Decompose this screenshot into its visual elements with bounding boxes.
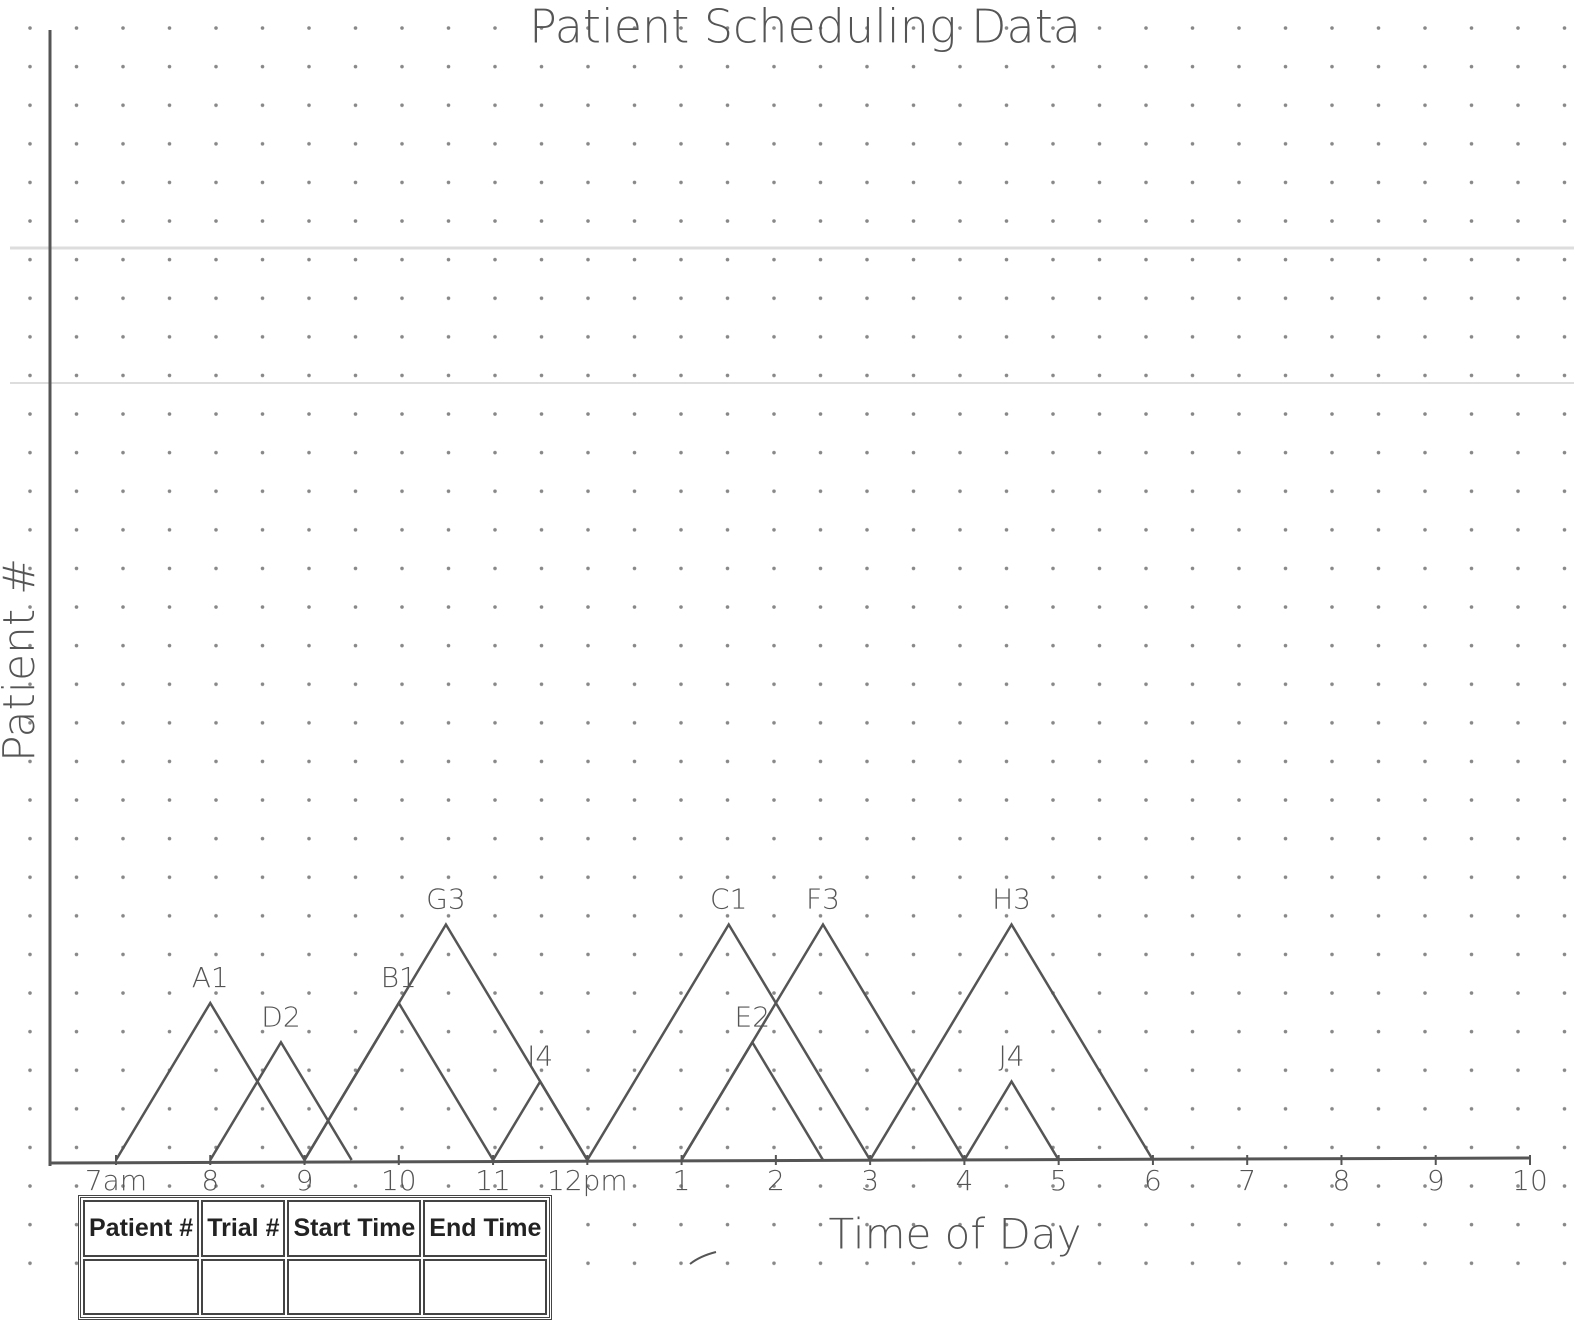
trial-triangle xyxy=(491,1079,589,1161)
trial-label: F3 xyxy=(806,883,840,916)
trial-triangle xyxy=(586,922,872,1161)
table-header: Patient # xyxy=(83,1200,200,1257)
table-cell xyxy=(287,1259,422,1315)
table-row xyxy=(83,1259,548,1315)
table-cell xyxy=(201,1259,286,1315)
trial-triangle xyxy=(114,1000,306,1161)
x-axis-label: Time of Day xyxy=(829,1210,1082,1259)
x-tick-label: 8 xyxy=(201,1164,219,1197)
x-tick-label: 6 xyxy=(1144,1164,1162,1197)
table-header: Trial # xyxy=(201,1200,286,1257)
x-tick-label: 12pm xyxy=(547,1164,628,1197)
x-tick-label: 10 xyxy=(381,1164,417,1197)
x-tick-label: 11 xyxy=(475,1164,511,1197)
trial-label: J4 xyxy=(998,1040,1024,1073)
trial-label: B1 xyxy=(381,961,417,994)
trial-triangle xyxy=(869,922,1155,1161)
schedule-table: Patient # Trial # Start Time End Time xyxy=(78,1195,553,1320)
chart-title: Patient Scheduling Data xyxy=(529,0,1081,54)
trial-label: A1 xyxy=(192,961,229,994)
trial-label: D2 xyxy=(261,1000,300,1033)
x-tick-label: 9 xyxy=(1427,1164,1445,1197)
table-header: Start Time xyxy=(287,1200,422,1257)
trial-label: I4 xyxy=(527,1040,553,1073)
table-cell xyxy=(423,1259,548,1315)
y-axis-label: Patient # xyxy=(0,558,45,762)
table-header: End Time xyxy=(423,1200,548,1257)
x-tick-label: 3 xyxy=(861,1164,879,1197)
x-tick-label: 2 xyxy=(767,1164,785,1197)
arrow-stroke xyxy=(689,1251,717,1265)
dot-paper xyxy=(0,0,1574,1272)
x-tick-label: 5 xyxy=(1050,1164,1068,1197)
x-tick-label: 8 xyxy=(1333,1164,1351,1197)
table-header-row: Patient # Trial # Start Time End Time xyxy=(83,1200,548,1257)
trial-label: E2 xyxy=(735,1000,771,1033)
trial-label: G3 xyxy=(426,883,466,916)
chart: Patient Scheduling Data Time of Day Pati… xyxy=(0,0,1574,1272)
x-tick-label: 7am xyxy=(85,1164,147,1197)
x-tick-label: 10 xyxy=(1512,1164,1548,1197)
trial-triangle xyxy=(963,1079,1060,1161)
x-tick-label: 9 xyxy=(296,1164,314,1197)
trial-label: C1 xyxy=(710,883,747,916)
x-tick-label: 4 xyxy=(955,1164,973,1197)
trial-label: H3 xyxy=(992,883,1031,916)
x-axis xyxy=(49,1156,1531,1165)
x-tick-label: 7 xyxy=(1238,1164,1256,1197)
x-tick-label: 1 xyxy=(673,1164,691,1197)
table-cell xyxy=(83,1259,200,1315)
